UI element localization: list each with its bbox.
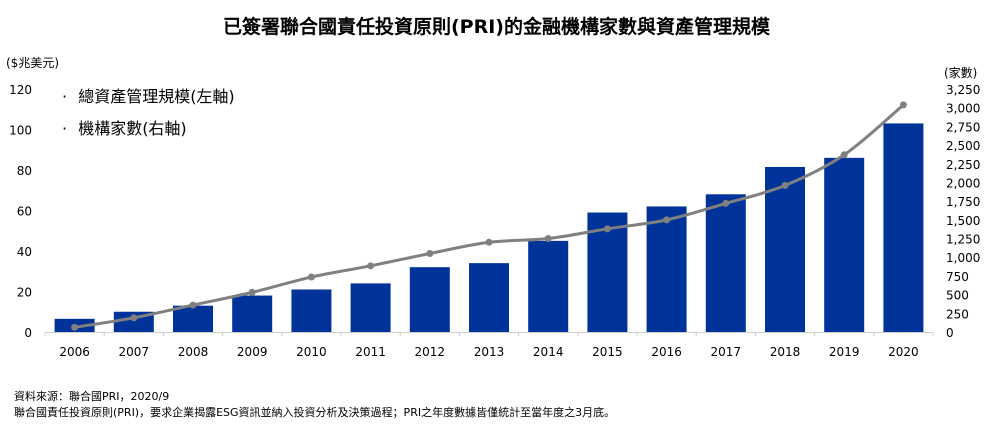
right-tick-label: 250 <box>946 307 969 321</box>
x-tick-label: 2013 <box>474 345 505 359</box>
count-point-2015 <box>603 225 611 233</box>
bar-2008 <box>173 305 213 332</box>
right-tick-label: 500 <box>946 289 969 303</box>
legend-bullet: · <box>62 87 68 106</box>
bar-2011 <box>350 283 391 332</box>
count-point-2009 <box>248 288 256 296</box>
count-point-2013 <box>485 238 493 246</box>
right-tick-label: 2,500 <box>946 139 980 153</box>
right-tick-label: 1,250 <box>946 233 980 247</box>
left-tick-label: 40 <box>17 245 32 259</box>
legend-item-count: · 機構家數(右軸) <box>62 115 187 139</box>
left-tick-label: 60 <box>17 205 32 219</box>
count-point-2006 <box>71 323 79 331</box>
count-point-2011 <box>367 262 375 270</box>
x-tick-label: 2007 <box>119 345 150 359</box>
left-axis-label: ($兆美元) <box>6 56 59 70</box>
x-tick-label: 2015 <box>592 345 623 359</box>
legend-bullet: · <box>62 119 68 138</box>
x-tick-label: 2018 <box>770 345 801 359</box>
x-tick-label: 2020 <box>888 345 919 359</box>
left-tick-label: 20 <box>17 286 32 300</box>
bar-2012 <box>409 267 450 332</box>
source-note: 資料來源：聯合國PRI，2020/9 <box>14 390 170 403</box>
count-point-2017 <box>722 199 730 207</box>
count-point-2008 <box>189 301 197 309</box>
legend-label: 機構家數(右軸) <box>78 119 187 138</box>
count-point-2007 <box>130 314 138 322</box>
footnote: 聯合國責任投資原則(PRI)，要求企業揭露ESG資訊並納入投資分析及決策過程；P… <box>14 406 616 419</box>
legend-item-aum: · 總資產管理規模(左軸) <box>62 83 235 107</box>
right-tick-label: 1,000 <box>946 251 980 265</box>
x-tick-label: 2006 <box>59 345 90 359</box>
left-tick-label: 100 <box>9 124 32 138</box>
bar-2009 <box>232 295 273 332</box>
right-tick-label: 2,750 <box>946 120 980 134</box>
left-tick-label: 120 <box>9 83 32 97</box>
bar-2013 <box>469 263 509 332</box>
bar-2020 <box>883 123 924 332</box>
x-tick-label: 2012 <box>415 345 446 359</box>
left-tick-label: 0 <box>24 326 32 340</box>
x-tick-label: 2016 <box>651 345 682 359</box>
right-tick-label: 750 <box>946 270 969 284</box>
bar-2014 <box>528 240 569 332</box>
count-point-2018 <box>781 181 789 189</box>
chart-title: 已簽署聯合國責任投資原則(PRI)的金融機構家數與資產管理規模 <box>223 16 770 38</box>
x-tick-label: 2008 <box>178 345 209 359</box>
x-tick-label: 2009 <box>237 345 268 359</box>
right-tick-label: 3,000 <box>946 102 980 116</box>
right-tick-label: 2,250 <box>946 158 980 172</box>
x-tick-label: 2017 <box>711 345 742 359</box>
legend-label: 總資產管理規模(左軸) <box>78 87 235 106</box>
count-point-2019 <box>840 151 848 159</box>
right-tick-label: 1,750 <box>946 195 980 209</box>
x-tick-label: 2011 <box>355 345 386 359</box>
x-tick-label: 2019 <box>829 345 860 359</box>
x-tick-label: 2010 <box>296 345 327 359</box>
count-point-2016 <box>663 216 671 224</box>
bar-2017 <box>705 194 746 332</box>
right-tick-label: 1,500 <box>946 214 980 228</box>
x-tick-label: 2014 <box>533 345 564 359</box>
right-tick-label: 0 <box>946 326 954 340</box>
right-tick-label: 2,000 <box>946 176 980 190</box>
count-point-2020 <box>899 101 907 109</box>
bar-2018 <box>765 166 805 332</box>
left-tick-label: 80 <box>17 164 32 178</box>
right-tick-label: 3,250 <box>946 83 980 97</box>
bar-2019 <box>824 157 865 332</box>
count-point-2010 <box>307 273 315 281</box>
count-point-2012 <box>426 249 434 257</box>
bar-2010 <box>291 289 332 332</box>
bar-2016 <box>646 206 687 332</box>
count-point-2014 <box>544 235 552 243</box>
right-axis-label: (家數) <box>944 66 978 80</box>
